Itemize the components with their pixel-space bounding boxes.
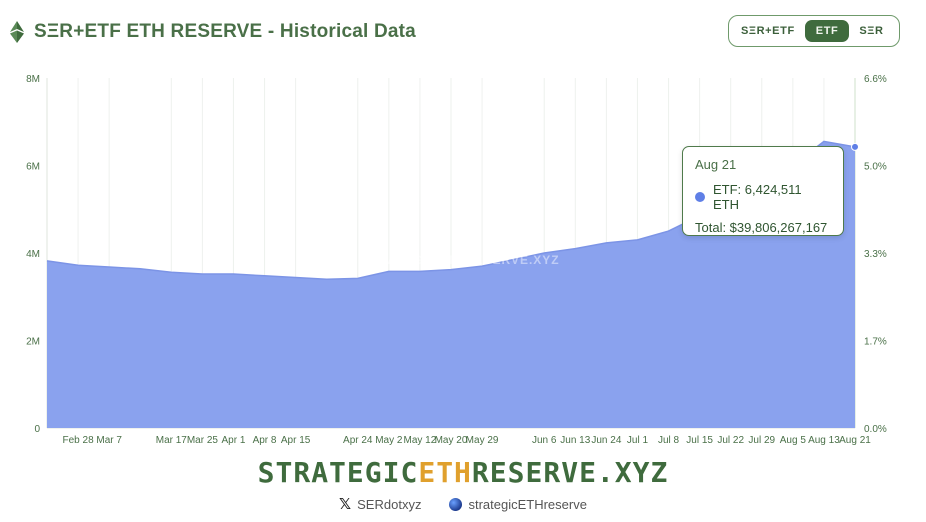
x-tick-label: Apr 8 [253, 435, 277, 446]
brand-part-eth: ETH [418, 456, 472, 489]
x-tick-label: Aug 21 [839, 435, 871, 446]
x-tick-label: Jun 24 [591, 435, 621, 446]
site-handle: strategicETHreserve [468, 496, 587, 512]
x-tick-label: Aug 13 [808, 435, 840, 446]
x-link[interactable]: 𝕏 SERdotxyz [339, 495, 421, 513]
y-tick-label-left: 8M [26, 74, 40, 85]
x-tick-label: Jun 6 [532, 435, 557, 446]
site-link[interactable]: strategicETHreserve [449, 495, 587, 513]
chart-header: SΞR+ETF ETH RESERVE - Historical Data [10, 18, 416, 46]
series-dot-icon [695, 192, 705, 202]
y-tick-label-right: 3.3% [864, 249, 887, 260]
toggle-ser-etf[interactable]: SΞR+ETF [741, 25, 795, 37]
x-tick-label: May 2 [375, 435, 403, 446]
social-links: 𝕏 SERdotxyz strategicETHreserve [0, 495, 926, 513]
x-tick-label: Apr 24 [343, 435, 373, 446]
y-tick-label-left: 6M [26, 162, 40, 173]
x-tick-label: Jul 1 [627, 435, 649, 446]
x-logo-icon: 𝕏 [339, 495, 352, 513]
page-title: SΞR+ETF ETH RESERVE - Historical Data [34, 21, 416, 42]
x-tick-label: May 20 [435, 435, 468, 446]
brand-wordmark: STRATEGICETHRESERVE.XYZ [0, 456, 926, 489]
tooltip-series-row: ETF: 6,424,511 ETH [695, 182, 831, 212]
x-tick-label: Aug 5 [780, 435, 807, 446]
x-tick-label: Mar 7 [96, 435, 122, 446]
x-tick-label: Apr 15 [281, 435, 311, 446]
x-tick-label: Jul 29 [748, 435, 775, 446]
area-series-etf [47, 141, 855, 428]
brand-part-1: STRATEGIC [257, 456, 419, 489]
data-point [851, 142, 859, 151]
ethereum-icon [10, 21, 24, 43]
y-tick-label-left: 0 [34, 424, 40, 435]
x-tick-label: Jul 15 [686, 435, 713, 446]
x-tick-label: Mar 25 [187, 435, 219, 446]
x-tick-label: Jul 22 [717, 435, 744, 446]
tooltip-date: Aug 21 [695, 157, 737, 172]
y-tick-label-right: 6.6% [864, 74, 887, 85]
y-tick-label-right: 1.7% [864, 337, 887, 348]
toggle-etf[interactable]: ETF [804, 20, 850, 42]
toggle-ser[interactable]: SΞR [859, 25, 884, 37]
tooltip-series-value: ETF: 6,424,511 ETH [712, 182, 802, 212]
x-tick-label: Jun 13 [560, 435, 590, 446]
x-tick-label: May 12 [404, 435, 437, 446]
y-tick-label-right: 0.0% [864, 424, 887, 435]
y-tick-label-left: 2M [26, 337, 40, 348]
x-tick-label: Apr 1 [222, 435, 246, 446]
x-tick-label: Mar 17 [156, 435, 188, 446]
chart-tooltip: Aug 21 ETF: 6,424,511 ETH Total: $39,806… [682, 146, 844, 236]
globe-icon [449, 497, 463, 511]
series-toggle: SΞR+ETF ETF SΞR [728, 15, 900, 47]
chart-watermark: STRATEGICETHRESERVE.XYZ [360, 253, 559, 267]
area-chart: STRATEGICETHRESERVE.XYZ 0 2M 4M 6M 8M 0.0% 1.7%… [26, 74, 887, 446]
x-tick-label: May 29 [466, 435, 499, 446]
y-tick-label-left: 4M [26, 249, 40, 260]
y-tick-label-right: 5.0% [864, 162, 887, 173]
tooltip-total: Total: $39,806,267,167 [695, 220, 828, 235]
x-handle: SERdotxyz [357, 496, 422, 512]
x-tick-label: Feb 28 [63, 435, 95, 446]
brand-part-3: RESERVE.XYZ [471, 456, 669, 489]
x-tick-label: Jul 8 [658, 435, 680, 446]
